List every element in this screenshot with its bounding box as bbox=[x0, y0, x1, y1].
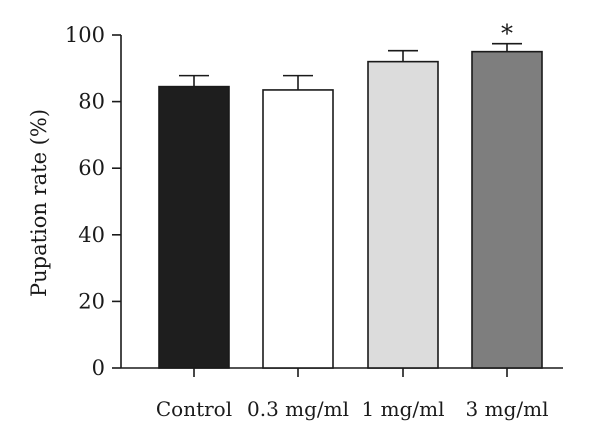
y-tick-label: 40 bbox=[78, 223, 105, 247]
x-tick-label: 3 mg/ml bbox=[466, 397, 549, 421]
y-tick-label: 20 bbox=[78, 289, 105, 313]
y-tick-label: 60 bbox=[78, 156, 105, 180]
significance-marker: * bbox=[501, 20, 513, 48]
x-tick-label: 0.3 mg/ml bbox=[247, 397, 349, 421]
bar-0-3-mg-ml bbox=[262, 89, 334, 369]
y-tick-label: 100 bbox=[65, 23, 105, 47]
x-tick-label: 1 mg/ml bbox=[362, 397, 445, 421]
bar-3-mg-ml bbox=[471, 50, 543, 369]
y-axis-title: Pupation rate (%) bbox=[27, 109, 51, 297]
bar-1-mg-ml bbox=[367, 60, 439, 369]
bar-control bbox=[158, 85, 230, 369]
x-tick-label: Control bbox=[156, 397, 232, 421]
plot-area: 0 20 40 60 80 100 Control 0.3 mg/ml 1 mg/ml 3 mg/… bbox=[65, 20, 563, 421]
y-tick-label: 80 bbox=[78, 90, 105, 114]
y-tick-label: 0 bbox=[92, 356, 105, 380]
